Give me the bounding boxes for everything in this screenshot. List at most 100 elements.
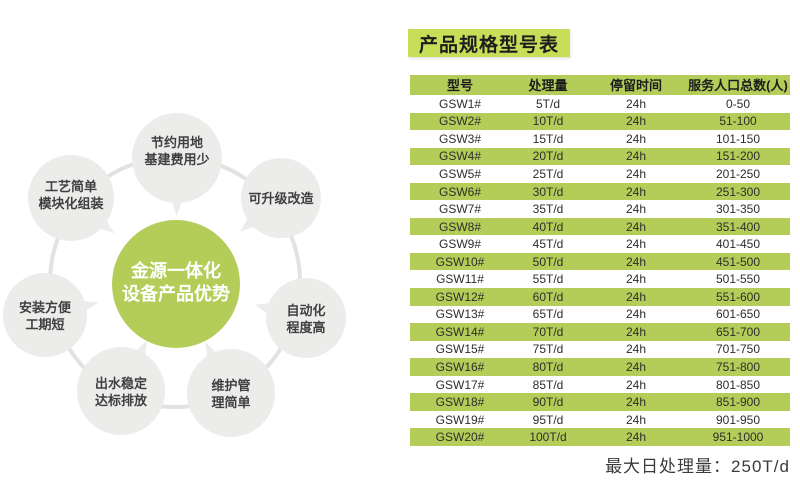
center-disc xyxy=(112,220,240,348)
petal-label: 可升级改造 xyxy=(248,191,314,206)
table-row: GSW19# 95T/d 24h 901-950 xyxy=(410,411,790,429)
table-cell: 75T/d xyxy=(532,342,564,357)
table-row: GSW17# 85T/d 24h 801-850 xyxy=(410,376,790,394)
petal-label: 模块化组装 xyxy=(38,196,103,211)
table-cell: 551-600 xyxy=(715,289,761,304)
table-row: GSW16# 80T/d 24h 751-800 xyxy=(410,358,790,376)
table-row: GSW14# 70T/d 24h 651-700 xyxy=(410,323,790,341)
table-cell: 401-450 xyxy=(715,237,761,252)
table-cell: 24h xyxy=(625,289,647,304)
table-row: GSW4# 20T/d 24h 151-200 xyxy=(410,147,790,166)
table-cell: 151-200 xyxy=(715,149,761,164)
table-cell: 24h xyxy=(625,430,647,445)
petal-label: 基建费用少 xyxy=(143,152,209,167)
table-cell: 24h xyxy=(625,377,647,392)
table-cell: 451-500 xyxy=(715,254,761,269)
table-cell: 24h xyxy=(625,237,647,252)
table-cell: 70T/d xyxy=(532,324,564,339)
table-cell: 901-950 xyxy=(715,412,761,427)
center-label: 设备产品优势 xyxy=(122,283,230,304)
petal-label: 维护管 xyxy=(211,378,250,393)
table-cell: 95T/d xyxy=(532,412,564,427)
center-label: 金源一体化 xyxy=(130,260,221,281)
table-cell: GSW7# xyxy=(438,202,481,217)
table-cell: GSW1# xyxy=(438,96,481,111)
table-cell: 24h xyxy=(625,254,647,269)
petal-circle xyxy=(132,113,222,203)
table-cell: 24h xyxy=(625,272,647,287)
table-row: GSW3# 15T/d 24h 101-150 xyxy=(410,130,790,148)
table-cell: 301-350 xyxy=(715,202,761,217)
table-cell: 24h xyxy=(625,131,647,146)
table-cell: GSW14# xyxy=(435,324,485,339)
table-cell: GSW5# xyxy=(438,166,481,181)
petal-circle xyxy=(187,349,275,437)
table-row: GSW11# 55T/d 24h 501-550 xyxy=(410,270,790,288)
table-cell: 601-650 xyxy=(715,307,761,322)
table-cell: 15T/d xyxy=(532,131,564,146)
petal-circle xyxy=(241,158,321,238)
table-cell: GSW17# xyxy=(435,377,485,392)
table-cell: 24h xyxy=(625,395,647,410)
petal-label: 达标排放 xyxy=(95,393,148,408)
table-row: GSW2# 10T/d 24h 51-100 xyxy=(410,112,790,131)
table-cell: 35T/d xyxy=(532,202,564,217)
table-cell: 801-850 xyxy=(715,377,761,392)
table-cell: GSW11# xyxy=(436,272,484,287)
table-cell: 24h xyxy=(625,114,647,129)
table-cell: 701-750 xyxy=(715,342,761,357)
table-cell: 80T/d xyxy=(532,359,564,374)
table-cell: 24h xyxy=(625,184,647,199)
table-header-row: 型号 处理量 停留时间 服务人口总数(人) xyxy=(410,75,790,95)
table-cell: GSW3# xyxy=(438,131,481,146)
table-row: GSW1# 5T/d 24h 0-50 xyxy=(410,95,790,113)
table-cell: 60T/d xyxy=(532,289,564,304)
table-cell: 5T/d xyxy=(535,96,560,111)
table-row: GSW20# 100T/d 24h 951-1000 xyxy=(410,428,790,446)
header-population: 服务人口总数(人) xyxy=(688,77,788,93)
header-capacity: 处理量 xyxy=(528,77,568,93)
table-cell: 24h xyxy=(625,324,647,339)
table-cell: 51-100 xyxy=(719,114,757,129)
table-cell: 24h xyxy=(625,342,647,357)
petal-label: 节约用地 xyxy=(151,135,203,150)
table-row: GSW15# 75T/d 24h 701-750 xyxy=(410,341,790,359)
table-cell: 0-50 xyxy=(725,96,751,111)
table-cell: GSW19# xyxy=(435,412,485,427)
table-cell: 24h xyxy=(625,96,647,111)
table-cell: 24h xyxy=(625,412,647,427)
header-model: 型号 xyxy=(446,77,473,93)
petal-circle xyxy=(3,273,87,357)
table-cell: 24h xyxy=(625,149,647,164)
table-cell: 501-550 xyxy=(715,272,761,287)
table-cell: 24h xyxy=(625,359,647,374)
table-cell: 85T/d xyxy=(532,377,564,392)
petal-label: 理简单 xyxy=(211,395,250,410)
table-cell: 10T/d xyxy=(532,114,564,129)
spec-table: 型号 处理量 停留时间 服务人口总数(人) GSW1# 5T/d 24h 0-50 GS… xyxy=(410,75,790,446)
table-row: GSW8# 40T/d 24h 351-400 xyxy=(410,217,790,236)
advantages-flower-diagram: 节约用地基建费用少可升级改造自动化程度高维护管理简单出水稳定达标排放安装方便工期… xyxy=(3,113,346,437)
table-cell: 55T/d xyxy=(532,272,564,287)
table-cell: 24h xyxy=(625,166,647,181)
petal-label: 程度高 xyxy=(286,320,325,335)
table-cell: 90T/d xyxy=(532,395,564,410)
table-row: GSW5# 25T/d 24h 201-250 xyxy=(410,165,790,183)
table-cell: GSW13# xyxy=(435,307,485,322)
petal-upgradeable: 可升级改造 xyxy=(239,158,321,238)
table-cell: GSW20# xyxy=(435,430,485,445)
table-cell: GSW12# xyxy=(435,289,485,304)
table-cell: GSW9# xyxy=(438,237,481,252)
table-row: GSW13# 65T/d 24h 601-650 xyxy=(410,306,790,324)
table-cell: 100T/d xyxy=(529,430,567,445)
table-row: GSW7# 35T/d 24h 301-350 xyxy=(410,200,790,218)
table-cell: 20T/d xyxy=(532,149,564,164)
petal-label: 安装方便 xyxy=(19,300,72,315)
table-cell: 40T/d xyxy=(532,219,564,234)
petal-circle xyxy=(77,347,165,435)
